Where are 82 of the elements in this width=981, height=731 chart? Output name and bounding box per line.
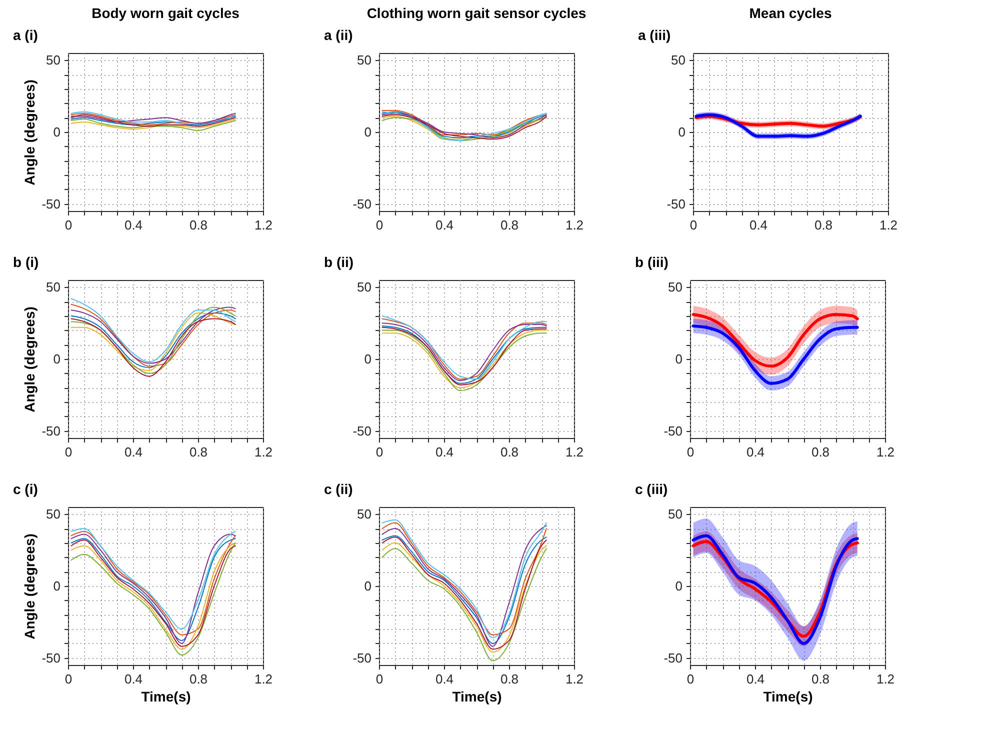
y-tick-label: 0 [678,124,686,140]
text: c (i) [13,481,38,497]
y-tick-label: -50 [352,196,372,212]
line-series [70,318,236,377]
text: a (i) [13,27,38,43]
y-tick-label: -50 [352,650,372,666]
y-tick-label: 0 [364,578,372,594]
y-tick-label: -50 [42,650,60,666]
x-tick-label: 0.4 [124,218,143,232]
y-tick-label: 0 [53,352,60,366]
y-tick-label: 50 [357,280,372,295]
y-tick-label: 50 [668,506,682,522]
x-tick-label: 1.2 [565,444,584,460]
x-tick-label: 1.2 [565,672,584,686]
text: a (ii) [324,27,353,43]
x-tick-label: 0 [64,444,72,460]
text: c (ii) [324,481,353,497]
x-tick-label: 0.4 [435,672,454,686]
y-tick-label: -50 [664,423,682,438]
text: a (iii) [638,27,671,43]
x-tick-label: 0.8 [500,218,519,232]
x-tick-label: 0 [690,218,698,232]
y-tick-label: 0 [364,124,372,140]
x-tick-label: 0.8 [189,444,208,460]
y-tick-label: -50 [664,650,682,666]
x-tick-label: 1.2 [876,672,895,686]
x-tick-label: 1.2 [876,444,895,460]
y-tick-label: 0 [53,124,60,140]
line-series [692,324,859,385]
x-tick-label: 0.4 [124,444,143,460]
y-tick-label: 0 [53,578,60,594]
text: b (ii) [324,254,354,270]
y-tick-label: -50 [666,196,686,212]
x-tick-label: 1.2 [879,218,898,232]
x-tick-label: 0.4 [746,672,765,686]
y-tick-label: 50 [46,506,60,522]
y-tick-label: -50 [352,423,372,438]
line-series [692,312,859,368]
x-tick-label: 1.2 [254,672,273,686]
x-tick-label: 0.4 [746,444,765,460]
x-tick-label: 0 [376,218,384,232]
y-axis-title: Angle (degrees) [22,306,38,412]
x-tick-label: 0.8 [189,218,208,232]
y-tick-label: -50 [42,196,60,212]
y-axis-title: Angle (degrees) [22,534,38,640]
x-tick-label: 0.8 [500,444,519,460]
y-tick-label: 0 [675,578,682,594]
text: b (i) [13,254,39,270]
chart-title: Mean cycles [749,5,832,21]
x-axis-title: Time(s) [452,688,502,704]
x-tick-label: 0.4 [124,672,143,686]
x-tick-label: 1.2 [254,444,273,460]
y-tick-label: -50 [42,423,60,438]
x-tick-label: 0.8 [189,672,208,686]
y-tick-label: 50 [46,280,60,295]
y-tick-label: 0 [364,352,372,366]
y-tick-label: 50 [668,280,682,295]
y-tick-label: 50 [46,52,60,68]
x-tick-label: 0.8 [811,444,830,460]
text: c (iii) [635,481,668,497]
x-axis-title: Time(s) [141,688,191,704]
y-tick-label: 0 [675,352,682,366]
x-tick-label: 0.4 [435,444,454,460]
chart-title: Clothing worn gait sensor cycles [366,5,586,21]
x-tick-label: 1.2 [254,218,273,232]
x-axis-title: Time(s) [763,688,813,704]
chart-title: Body worn gait cycles [92,5,240,21]
x-tick-label: 0.4 [749,218,768,232]
x-tick-label: 1.2 [565,218,584,232]
x-tick-label: 0.4 [435,218,454,232]
x-tick-label: 0 [64,218,72,232]
x-tick-label: 0.8 [814,218,833,232]
text: b (iii) [635,254,668,270]
x-tick-label: 0 [376,444,384,460]
y-tick-label: 50 [357,52,372,68]
y-tick-label: 50 [357,506,372,522]
x-tick-label: 0 [64,672,72,686]
x-tick-label: 0 [376,672,384,686]
x-tick-label: 0.8 [500,672,519,686]
y-tick-label: 50 [671,52,686,68]
x-tick-label: 0.8 [811,672,830,686]
y-axis-title: Angle (degrees) [22,80,38,186]
